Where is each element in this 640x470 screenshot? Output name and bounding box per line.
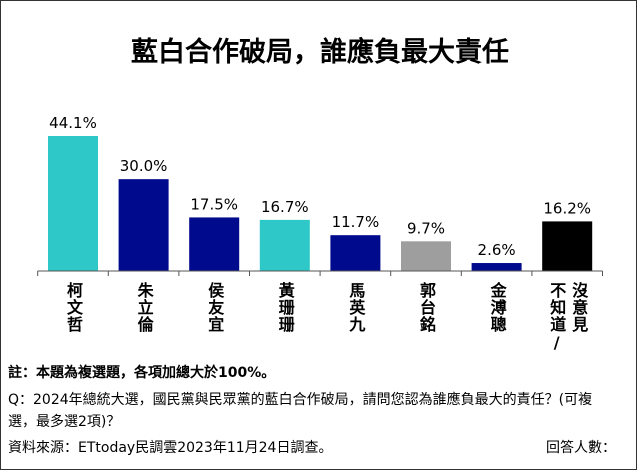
category-label-7-0: 不知道/ (547, 282, 567, 353)
bar-6 (471, 263, 522, 271)
data-label-7: 16.2% (543, 199, 591, 217)
category-label-4: 馬英九 (346, 282, 366, 333)
bar-3 (259, 219, 310, 271)
data-label-5: 9.7% (407, 219, 445, 237)
category-label-6: 金溥聰 (487, 282, 507, 333)
bar-chart: 44.1% 30.0% 17.5% 16.7% 11.7% 9.7% 2.6% 16.2% (37, 114, 603, 276)
data-label-0: 44.1% (49, 114, 97, 132)
bar-7 (542, 221, 593, 271)
bar-0 (48, 136, 98, 271)
category-label-5: 郭台銘 (417, 282, 436, 333)
bar-2 (189, 217, 240, 271)
source-text: 資料來源：ETtoday民調雲2023年11月24日調查。 (8, 440, 333, 456)
question-text-line2: 選，最多選2項)？ (8, 414, 121, 430)
multi-choice-note: 註：本題為複選題，各項加總大於100%。 (8, 365, 276, 381)
category-label-1: 朱立倫 (134, 282, 154, 333)
bar-1 (118, 179, 169, 271)
category-label-7-1: 沒意見 (569, 282, 589, 333)
data-label-4: 11.7% (332, 213, 380, 231)
data-label-2: 17.5% (190, 195, 238, 213)
respondents-label: 回答人數： (546, 440, 616, 456)
bar-5 (401, 241, 451, 271)
data-label-3: 16.7% (261, 198, 309, 216)
data-label-1: 30.0% (120, 157, 168, 175)
category-label-3: 黃珊珊 (275, 282, 295, 333)
bar-4 (330, 235, 381, 271)
category-label-0: 柯文哲 (64, 282, 83, 333)
chart-title: 藍白合作破局，誰應負最大責任 (131, 37, 509, 68)
category-label-2: 侯友宜 (205, 282, 225, 333)
question-text-line1: Q：2024年總統大選，國民黨與民眾黨的藍白合作破局，請問您認為誰應負最大的責任… (8, 392, 593, 408)
data-label-6: 2.6% (478, 241, 516, 259)
